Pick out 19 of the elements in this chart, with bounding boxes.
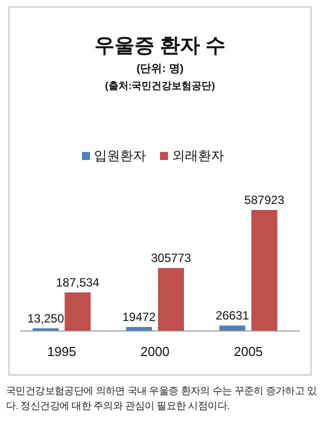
x-tick-label: 2005 — [234, 344, 263, 359]
bar — [158, 268, 184, 331]
legend-label: 입원환자 — [94, 148, 146, 163]
data-label: 587923 — [244, 193, 285, 207]
data-label: 305773 — [150, 251, 192, 266]
x-tick-label: 2000 — [140, 344, 170, 359]
text: 국민건강보험공단에 의하면 국내 우울증 환자의 수는 꾸준히 증가하고 있다. 정신건강에 대한 주의와 관심이 필요한 시점이다. — [6, 385, 318, 414]
bar — [219, 326, 246, 331]
legend-label: 외래환자 — [172, 148, 224, 163]
bar — [251, 210, 278, 331]
data-label: 19472 — [122, 310, 156, 324]
chart-subtitle: (단위: 명) — [136, 63, 184, 75]
x-tick-label: 1995 — [47, 344, 76, 359]
chart-title: 우울증 환자 수 — [94, 35, 226, 57]
data-label: 13,250 — [27, 311, 64, 326]
bar — [64, 292, 91, 331]
data-label: 26631 — [216, 308, 250, 323]
data-label: 187,534 — [56, 275, 100, 290]
text: (출처:국민건강보험공단) — [105, 81, 215, 92]
